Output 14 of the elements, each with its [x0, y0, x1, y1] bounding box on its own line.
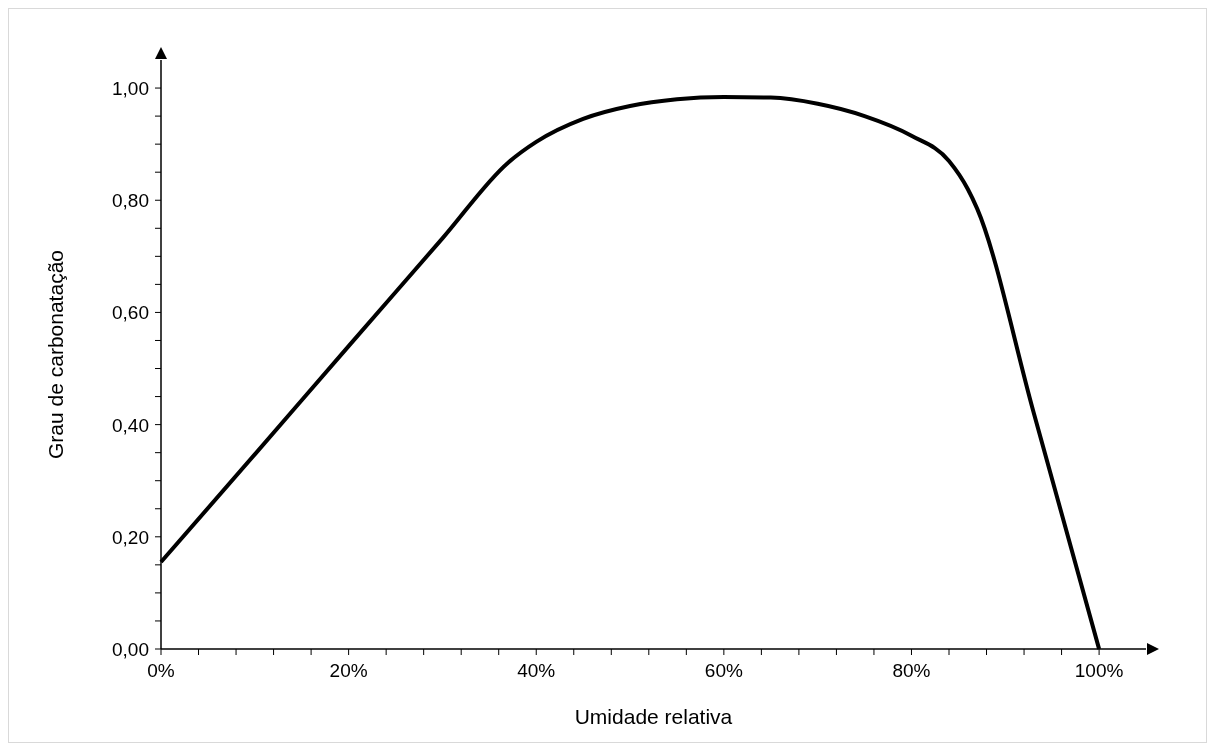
- x-tick-label: 100%: [1074, 660, 1124, 681]
- x-tick-label: 60%: [704, 660, 743, 681]
- y-axis-title: Grau de carbonatação: [44, 250, 67, 459]
- y-tick-label: 0,40: [112, 414, 149, 436]
- y-tick-label: 0,80: [112, 190, 149, 212]
- y-tick-label: 0,20: [112, 526, 149, 548]
- x-tick-label: 80%: [892, 660, 931, 681]
- x-axis-title: Umidade relativa: [574, 705, 733, 728]
- y-tick-label: 0,00: [112, 639, 149, 660]
- x-tick-label: 0%: [147, 660, 175, 681]
- y-tick-label: 0,60: [112, 302, 149, 324]
- y-tick-label: 1,00: [112, 78, 149, 100]
- x-tick-label: 20%: [329, 660, 368, 681]
- x-tick-label: 40%: [517, 660, 556, 681]
